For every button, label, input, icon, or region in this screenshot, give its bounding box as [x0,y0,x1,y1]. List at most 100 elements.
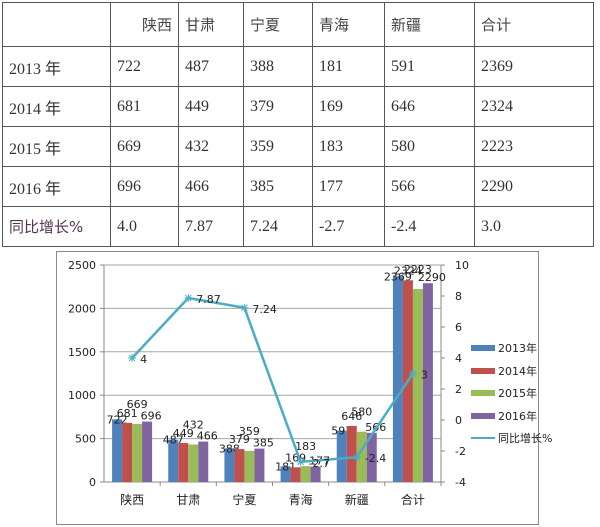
table-cell: -2.4 [384,206,475,247]
x-tick-label: 合计 [401,492,425,507]
bar [310,466,321,482]
column-header: 合计 [474,2,594,47]
bar [132,423,143,482]
bar-data-label: 359 [239,425,260,438]
bar [254,448,265,482]
star-marker-icon [240,303,249,312]
legend-item: 2015年 [471,382,552,405]
bar-data-label: 681 [117,407,138,420]
table-cell: -2.7 [312,206,385,247]
bar [366,432,377,482]
table-cell: 466 [178,166,244,207]
y2-tick-label: 10 [455,259,469,272]
y2-tick-label: 0 [455,414,462,427]
line-data-label: 7.24 [252,303,277,316]
table-row: 2015 年 669 432 359 183 580 2223 [2,126,594,167]
data-table: 陕西 甘肃 宁夏 青海 新疆 合计 2013 年 722 487 388 181 591 2369 201… [2,2,594,247]
table-row: 2014 年 681 449 379 169 646 2324 [2,86,594,127]
bar [142,421,153,482]
bar [122,422,133,482]
bar [224,448,235,482]
bar-data-label: 379 [229,433,250,446]
bar-data-label: 385 [253,437,274,450]
line-data-label: 3 [421,369,428,382]
legend-line-star-icon [471,437,495,440]
bar-data-label: 2324 [394,264,422,277]
x-tick-label: 陕西 [120,492,144,507]
bar-data-label: 669 [127,398,148,411]
legend-swatch-icon [471,345,495,352]
legend-label: 2014年 [498,364,537,378]
bar [168,439,179,482]
table-cell: 487 [178,46,244,87]
y2-tick-label: -2 [455,445,466,458]
y2-tick-label: 8 [455,290,462,303]
table-cell: 7.24 [243,206,313,247]
table-cell: 2369 [474,46,594,87]
bar-data-label: 2290 [418,271,446,284]
legend-label: 2016年 [498,409,537,423]
table-cell: 183 [312,126,385,167]
table-cell: 177 [312,166,385,207]
bar [392,276,403,482]
y2-tick-label: 6 [455,321,462,334]
bar [422,283,433,482]
bar [300,466,311,482]
legend-item: 同比增长% [471,427,552,450]
bar [188,444,199,482]
table-cell: 359 [243,126,313,167]
y-tick-label: 2000 [68,302,96,315]
table-cell: 2324 [474,86,594,127]
y-tick-label: 2500 [68,259,96,272]
table-cell: 385 [243,166,313,207]
star-marker-icon [184,294,193,303]
legend-item: 2016年 [471,405,552,428]
row-label: 同比增长% [2,206,111,247]
y-tick-label: 500 [75,433,96,446]
bar-data-label: 432 [183,419,204,432]
line-data-label: -2.7 [309,457,330,470]
row-label: 2015 年 [2,126,111,167]
legend-item: 2014年 [471,360,552,383]
table-cell: 591 [384,46,475,87]
table-cell: 388 [243,46,313,87]
y2-tick-label: -4 [455,476,466,489]
chart-container: 0 500 1000 1500 2000 2500 -4 -2 0 2 4 6 8 10 陕西 722 681 6… [56,251,539,525]
table-cell: 169 [312,86,385,127]
y-tick-label: 0 [89,476,96,489]
row-label: 2013 年 [2,46,111,87]
column-header: 宁夏 [243,2,313,47]
bar [336,430,347,482]
star-marker-icon [408,369,417,378]
column-header: 青海 [312,2,385,47]
table-cell: 449 [178,86,244,127]
bar [234,449,245,482]
growth-line [131,296,414,464]
y2-tick-label: 4 [455,352,462,365]
table-cell: 669 [110,126,179,167]
y-tick-label: 1500 [68,346,96,359]
line-data-label: 4 [140,353,147,366]
bar-data-label: 449 [173,427,194,440]
x-tick-label: 甘肃 [176,493,200,507]
column-header: 甘肃 [178,2,244,47]
line-data-label: -2.4 [365,452,386,465]
table-cell: 432 [178,126,244,167]
bar-data-label: 466 [197,430,218,443]
bar [356,431,367,482]
legend-swatch-icon [471,367,495,374]
legend-label: 2013年 [498,342,537,356]
bar [412,289,423,482]
star-marker-icon [128,354,137,362]
x-tick-label: 青海 [289,492,313,507]
table-cell: 580 [384,126,475,167]
x-tick-label: 宁夏 [232,492,256,507]
x-tick-label: 新疆 [345,492,369,507]
legend-item: 2013年 [471,337,552,360]
column-header: 陕西 [110,2,179,47]
bar [346,425,357,482]
bar [244,450,255,482]
legend-swatch-icon [471,412,495,419]
bar [178,443,189,482]
bar-data-label: 2223 [404,263,432,276]
